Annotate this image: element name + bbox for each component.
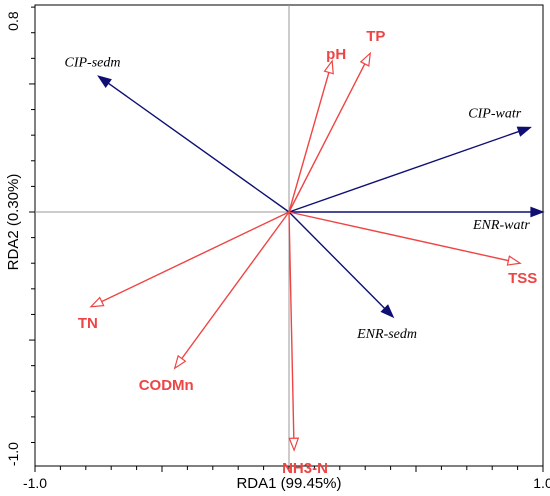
- species-label-enr-watr: ENR-watr: [472, 218, 530, 233]
- env-nh3-n-arrow-head: [288, 437, 300, 452]
- y-tick-label: -1.0: [5, 442, 21, 466]
- env-label-ph: pH: [326, 46, 346, 63]
- env-ph-arrow-line: [288, 62, 333, 213]
- species-label-cip-watr: CIP-watr: [468, 106, 521, 121]
- species-enr-sedm-arrow-head: [380, 304, 395, 319]
- y-axis-title: RDA2 (0.30%): [5, 174, 22, 271]
- species-cip-watr-arrow-line: [288, 130, 520, 213]
- species-label-enr-sedm: ENR-sedm: [356, 327, 417, 342]
- env-label-tn: TN: [78, 315, 98, 332]
- env-tn-arrow-head: [89, 296, 105, 308]
- species-enr-watr-arrow-head: [530, 206, 545, 218]
- env-label-tss: TSS: [508, 270, 537, 287]
- env-codmn-arrow-line: [175, 211, 290, 368]
- species-cip-watr-arrow-head: [516, 126, 532, 137]
- species-cip-sedm-arrow-line: [107, 82, 290, 213]
- env-nh3-n-arrow-line: [288, 211, 295, 449]
- env-tp-arrow-head: [359, 51, 372, 67]
- env-label-nh3-n: NH3-N: [282, 460, 328, 477]
- x-tick-label: 1.0: [533, 475, 550, 491]
- species-label-cip-sedm: CIP-sedm: [65, 55, 121, 70]
- env-tn-arrow-line: [92, 211, 290, 307]
- env-label-codmn: CODMn: [139, 377, 194, 394]
- env-ph-arrow-head: [323, 59, 334, 75]
- species-enr-sedm-arrow-line: [288, 211, 386, 309]
- env-label-tp: TP: [366, 28, 385, 45]
- species-cip-sedm-arrow-head: [97, 75, 112, 88]
- env-codmn-arrow-head: [173, 354, 187, 370]
- env-tss-arrow-line: [288, 211, 519, 264]
- x-tick-label: -1.0: [23, 475, 47, 491]
- y-tick-label: 0.8: [5, 11, 21, 31]
- x-axis-title: RDA1 (99.45%): [236, 475, 341, 492]
- env-tp-arrow-line: [288, 54, 370, 213]
- env-tss-arrow-head: [506, 255, 522, 266]
